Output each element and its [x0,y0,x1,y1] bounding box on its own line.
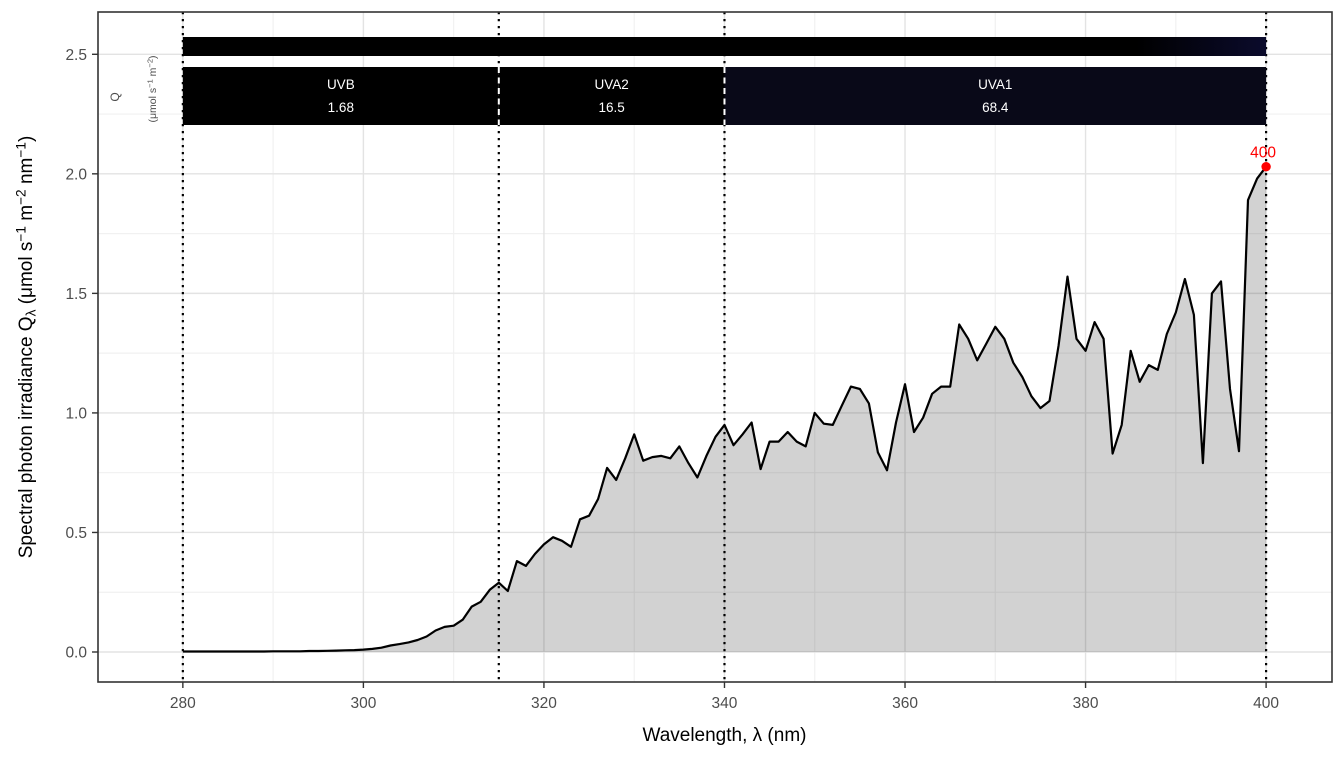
y-tick-label-2.0: 2.0 [65,166,87,183]
panel-border-rect [97,11,1333,683]
x-tick-label-360: 360 [892,695,918,712]
inner-q-label: Q [108,92,122,101]
axes: 280 300 320 340 360 380 400 0.0 0.5 1.0 1.5 2.0 2.5 [65,47,1279,712]
spectrum-line [182,166,1267,653]
x-tick-label-280: 280 [170,695,196,712]
y-tick-label-1.5: 1.5 [65,286,87,303]
peak-point [1261,161,1271,172]
y-tick-label-2.5: 2.5 [65,47,87,64]
band-value-uvb: 1.68 [328,100,354,115]
spectrum-area-fill [182,166,1267,652]
wavelength-strip [182,37,1267,56]
band-label-uva1: UVA1 [978,77,1012,92]
spectrum-area-series [182,166,1267,653]
inner-q-units-label: (μmol s−1 m−2) [146,55,159,122]
y-axis-title: Spectral photon irradiance Qλ (μmol s−1 … [14,136,39,559]
x-tick-label-380: 380 [1073,695,1099,712]
peak-label: 400 [1250,145,1276,162]
band-rect-uvb [182,67,499,125]
x-tick-label-400: 400 [1253,695,1279,712]
axis-titles: Wavelength, λ (nm) Spectral photon irradi… [14,55,807,746]
y-tick-label-0.5: 0.5 [65,525,87,542]
band-value-uva2: 16.5 [598,100,624,115]
y-tick-label-0.0: 0.0 [65,644,87,661]
x-tick-label-340: 340 [712,695,738,712]
y-tick-label-1.0: 1.0 [65,405,87,422]
band-value-uva1: 68.4 [982,100,1009,115]
x-axis-title: Wavelength, λ (nm) [642,725,806,746]
peak-marker: 400 [1250,145,1276,172]
band-label-uvb: UVB [327,77,355,92]
uv-band-annotations: UVB 1.68 UVA2 16.5 UVA1 68.4 [182,67,1267,125]
band-label-uva2: UVA2 [595,77,629,92]
wavelength-color-strip [182,37,1267,56]
band-rect-uva1 [724,67,1267,125]
panel-border [97,11,1333,683]
band-rect-uva2 [498,67,725,125]
x-tick-label-300: 300 [350,695,376,712]
x-tick-label-320: 320 [531,695,557,712]
